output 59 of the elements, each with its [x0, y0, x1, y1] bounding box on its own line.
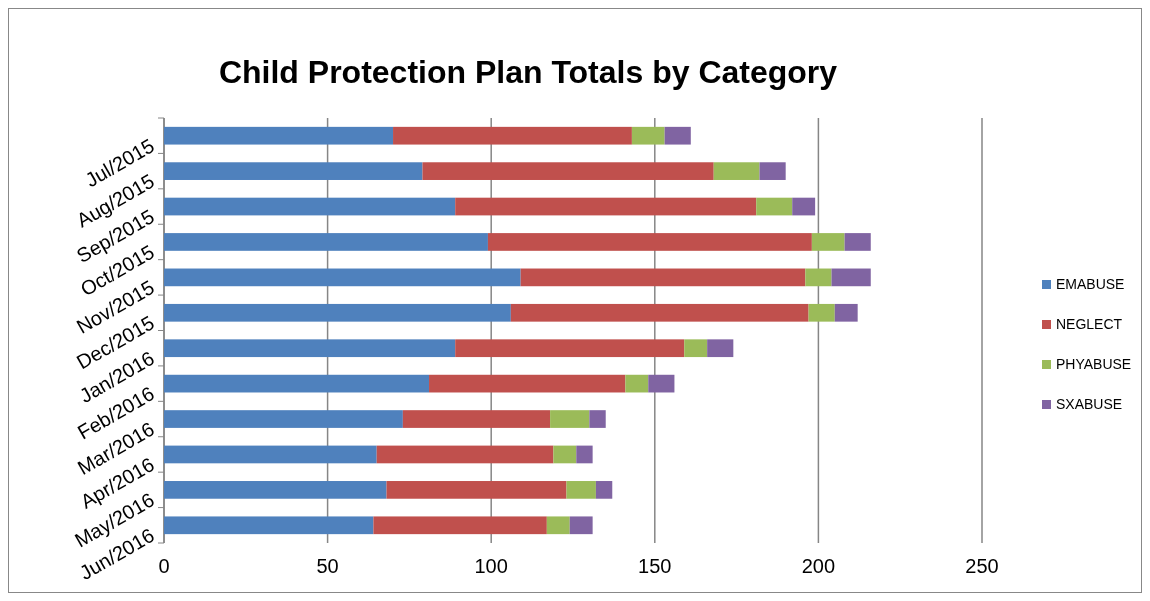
bar: [164, 374, 430, 393]
bar: [376, 445, 554, 464]
bar: [164, 126, 394, 145]
bar: [792, 197, 816, 216]
x-tick-label: 100: [474, 555, 508, 577]
bar: [550, 410, 590, 428]
bar: [811, 233, 845, 251]
legend-label: NEGLECT: [1056, 316, 1123, 332]
x-tick-label: 150: [638, 555, 672, 577]
bar: [834, 303, 858, 322]
bar: [164, 197, 456, 216]
bar: [569, 516, 593, 535]
chart-title: Child Protection Plan Totals by Category: [218, 54, 838, 90]
bar: [707, 339, 734, 358]
bar: [164, 339, 456, 358]
bar: [520, 268, 806, 287]
bar: [455, 197, 757, 216]
bar: [164, 268, 521, 287]
legend-label: PHYABUSE: [1056, 356, 1132, 372]
bar: [625, 374, 649, 393]
bar: [589, 410, 606, 428]
bar: [386, 481, 567, 499]
bar: [576, 445, 593, 464]
bar: [648, 374, 675, 393]
bar: [422, 162, 714, 180]
bar: [553, 445, 577, 464]
bar: [631, 126, 665, 145]
bar: [510, 303, 809, 322]
bar: [546, 516, 570, 535]
x-tick-label: 50: [316, 555, 339, 577]
bar: [402, 410, 551, 428]
bar: [455, 339, 685, 358]
bar: [595, 481, 613, 499]
bar: [566, 481, 596, 499]
bar: [164, 303, 511, 322]
bar: [808, 303, 835, 322]
bar: [684, 339, 708, 358]
bar: [164, 516, 374, 535]
x-tick-label: 200: [801, 555, 836, 577]
bar: [831, 268, 871, 287]
bar: [487, 233, 812, 251]
bar: [164, 481, 387, 499]
bar: [164, 410, 403, 428]
legend-label: SXABUSE: [1056, 396, 1123, 412]
bar: [713, 162, 760, 180]
bar: [664, 126, 691, 145]
legend-label: EMABUSE: [1056, 276, 1125, 292]
bar: [844, 233, 871, 251]
bar: [164, 445, 377, 464]
bar: [164, 162, 423, 180]
bar: [756, 197, 793, 216]
x-tick-label: 0: [158, 555, 170, 577]
bar: [805, 268, 832, 287]
bar: [429, 374, 626, 393]
x-tick-label: 250: [965, 555, 999, 577]
bar: [393, 126, 632, 145]
bar: [164, 233, 488, 251]
bar: [759, 162, 786, 180]
bar: [373, 516, 547, 535]
